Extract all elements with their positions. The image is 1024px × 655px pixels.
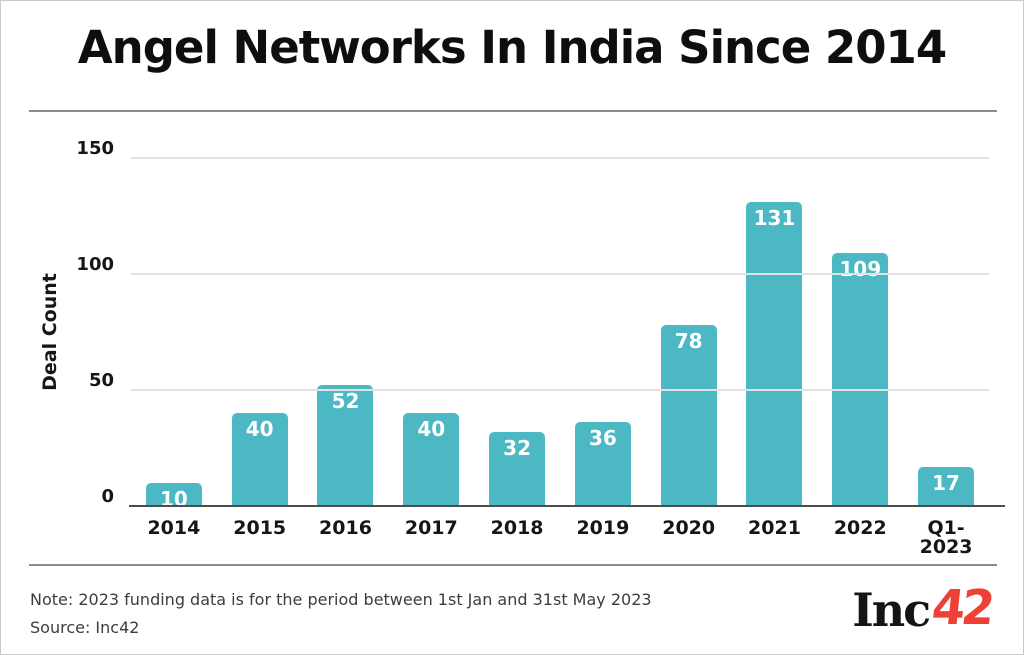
x-tick-label-2016: 2016: [319, 517, 372, 539]
y-tick-label-150: 150: [76, 138, 114, 159]
bar-slot-2021: 131 2021: [732, 158, 818, 538]
plot-area: 10 2014 40 2015 52 2016 40 2017 32 2018 36 2019 78 20…: [76, 140, 1005, 557]
bar-2018: 32: [489, 432, 546, 506]
x-tick-label-2019: 2019: [576, 517, 630, 539]
logo-text-42: 42: [929, 580, 994, 636]
bar-slot-2014: 10 2014: [131, 158, 217, 538]
bar-slot-2022: 109 2022: [817, 158, 903, 538]
bar-value-label-2015: 40: [245, 417, 274, 441]
x-axis-line: [129, 505, 1005, 507]
bar-slot-2017: 40 2017: [388, 158, 474, 538]
bar-value-label-2021: 131: [753, 206, 796, 230]
y-tick-label-100: 100: [76, 254, 114, 275]
bar-2021: 131: [746, 202, 803, 506]
bar-2016: 52: [317, 385, 374, 506]
x-tick-label-2022: 2022: [833, 517, 887, 539]
bar-2020: 78: [660, 325, 717, 506]
bar-slot-2015: 40 2015: [217, 158, 303, 538]
bar-value-label-2022: 109: [839, 257, 882, 281]
x-tick-label-2021: 2021: [748, 517, 801, 539]
footer-divider: [29, 564, 997, 566]
bar-slot-2016: 52 2016: [303, 158, 389, 538]
x-tick-label-2014: 2014: [147, 517, 201, 539]
chart-note: Note: 2023 funding data is for the perio…: [30, 590, 652, 609]
y-tick-label-50: 50: [88, 370, 114, 391]
bar-value-label-2018: 32: [503, 436, 531, 460]
page-title: Angel Networks In India Since 2014: [77, 21, 947, 74]
bar-2017: 40: [403, 413, 460, 506]
x-tick-label-2018: 2018: [490, 517, 544, 539]
bar-Q1-2023: 17: [918, 467, 975, 506]
gridline-100: [131, 273, 989, 275]
inc42-logo: Inc42: [852, 580, 994, 636]
x-tick-label-2020: 2020: [662, 517, 716, 539]
bar-series: 10 2014 40 2015 52 2016 40 2017 32 2018 36 2019 78 20…: [131, 158, 989, 557]
y-tick-label-0: 0: [101, 486, 114, 507]
gridline-50: [131, 389, 989, 391]
bar-2015: 40: [231, 413, 288, 506]
x-tick-label-2017: 2017: [404, 517, 458, 539]
bar-slot-2019: 36 2019: [560, 158, 646, 538]
bar-value-label-2014: 10: [159, 487, 188, 511]
gridline-150: [131, 157, 989, 159]
x-tick-label-2015: 2015: [233, 517, 287, 539]
logo-text-inc: Inc: [852, 583, 931, 637]
bar-value-label-2019: 36: [588, 426, 617, 450]
x-tick-label-Q1-2023: Q1-2023: [919, 517, 973, 558]
bar-slot-2018: 32 2018: [474, 158, 560, 538]
bar-2022: 109: [832, 253, 889, 506]
bar-slot-2020: 78 2020: [646, 158, 732, 538]
bar-value-label-Q1-2023: 17: [932, 471, 960, 495]
bar-value-label-2017: 40: [417, 417, 446, 441]
title-divider: [29, 110, 997, 112]
bar-slot-Q1-2023: 17 Q1-2023: [903, 158, 989, 557]
bar-2014: 10: [145, 483, 202, 511]
bar-value-label-2016: 52: [331, 389, 360, 413]
chart-source: Source: Inc42: [30, 618, 140, 637]
bar-value-label-2020: 78: [674, 329, 703, 353]
bar-2019: 36: [574, 422, 631, 506]
